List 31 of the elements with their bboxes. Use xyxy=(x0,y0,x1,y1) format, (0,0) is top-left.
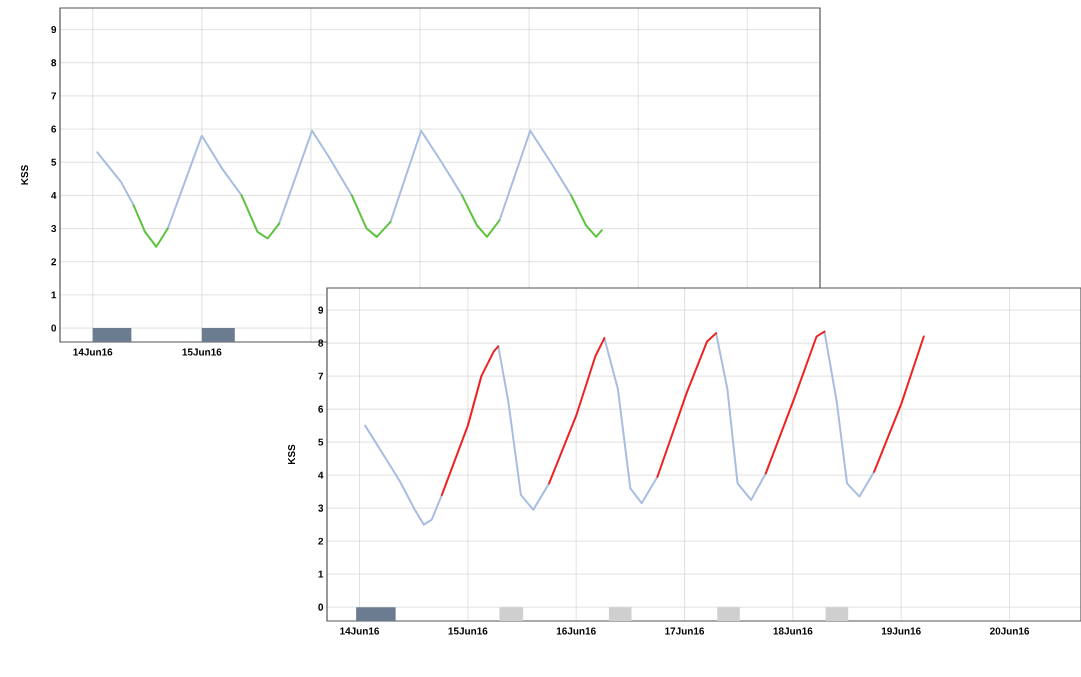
x-tick-label: 14Jun16 xyxy=(73,348,113,356)
y-tick-label: 9 xyxy=(318,306,324,314)
x-tick-label: 18Jun16 xyxy=(773,627,813,635)
y-tick-label: 3 xyxy=(51,225,57,233)
y-tick-label: 7 xyxy=(318,372,324,380)
x-tick-label: 20Jun16 xyxy=(989,627,1030,635)
y-axis-title: KSS xyxy=(288,444,296,465)
y-tick-label: 1 xyxy=(51,291,57,299)
y-tick-label: 6 xyxy=(318,405,324,413)
y-axis-title: KSS xyxy=(21,165,29,185)
y-tick-label: 9 xyxy=(51,26,57,34)
x-tick-label: 14Jun16 xyxy=(340,627,380,635)
y-tick-label: 2 xyxy=(51,258,57,266)
y-tick-label: 3 xyxy=(318,504,324,512)
y-tick-label: 0 xyxy=(318,603,324,611)
y-tick-label: 5 xyxy=(51,158,57,166)
x-tick-label: 19Jun16 xyxy=(881,627,921,635)
x-tick-label: 16Jun16 xyxy=(556,627,596,635)
y-tick-label: 5 xyxy=(318,438,324,446)
y-tick-label: 4 xyxy=(318,471,324,479)
y-tick-label: 2 xyxy=(318,537,324,545)
y-tick-label: 7 xyxy=(51,92,57,100)
x-tick-label: 15Jun16 xyxy=(448,627,488,635)
x-tick-label: 17Jun16 xyxy=(665,627,705,635)
y-tick-label: 8 xyxy=(51,59,57,67)
y-tick-label: 4 xyxy=(51,191,57,199)
y-tick-label: 8 xyxy=(318,339,324,347)
y-tick-label: 6 xyxy=(51,125,57,133)
x-tick-label: 15Jun16 xyxy=(182,348,222,356)
y-tick-label: 1 xyxy=(318,570,324,578)
y-tick-label: 0 xyxy=(51,324,57,332)
